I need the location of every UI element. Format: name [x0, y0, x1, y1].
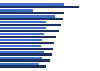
Bar [0, 39, 42, 41]
Bar [0, 21, 46, 24]
Bar [0, 18, 62, 20]
Bar [0, 33, 44, 35]
Bar [0, 6, 79, 8]
Bar [0, 53, 52, 56]
Bar [0, 15, 55, 18]
Bar [0, 63, 39, 65]
Bar [0, 9, 33, 12]
Bar [0, 27, 46, 29]
Bar [0, 30, 59, 32]
Bar [0, 45, 41, 47]
Bar [0, 57, 42, 59]
Bar [0, 3, 64, 6]
Bar [0, 12, 64, 14]
Bar [0, 65, 46, 68]
Bar [0, 51, 44, 53]
Bar [0, 59, 50, 62]
Bar [0, 42, 54, 44]
Bar [0, 47, 53, 50]
Bar [0, 36, 56, 38]
Bar [0, 24, 61, 26]
